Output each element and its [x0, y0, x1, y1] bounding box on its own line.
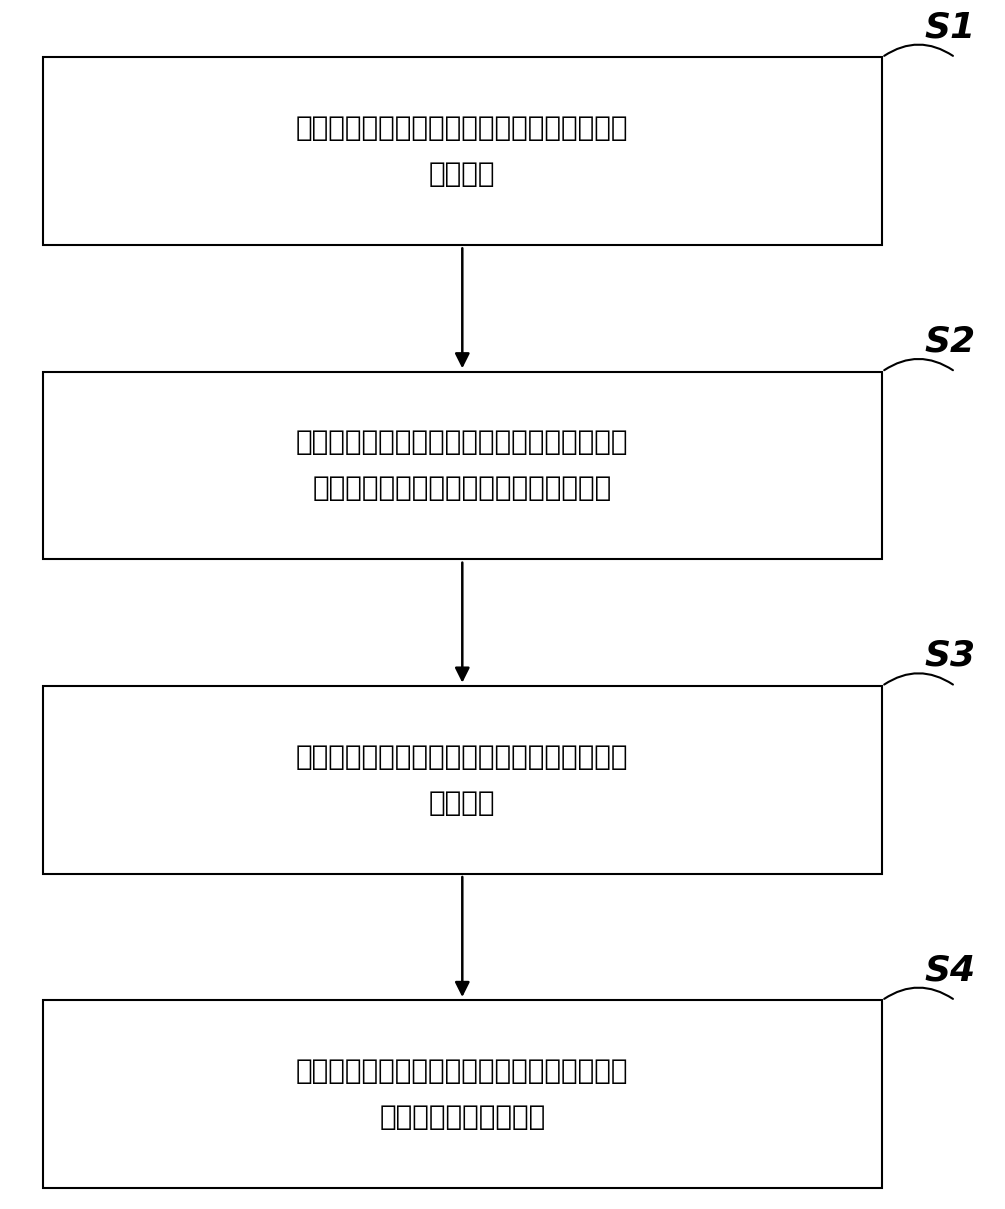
Bar	[43, 372, 882, 559]
Text: 定位数据: 定位数据	[429, 788, 495, 817]
Text: 当所述车辆处于行驶状态时，根据所述定位数: 当所述车辆处于行驶状态时，根据所述定位数	[296, 428, 628, 457]
Text: 行驶状态: 行驶状态	[429, 160, 495, 189]
Text: S3: S3	[925, 638, 976, 673]
Text: S2: S2	[925, 324, 976, 359]
Text: 据判断所述车辆的行驶状态是否存在异常: 据判断所述车辆的行驶状态是否存在异常	[313, 474, 612, 503]
Bar	[43, 1001, 882, 1187]
Text: 定位数据发送给服务器: 定位数据发送给服务器	[379, 1103, 546, 1132]
Bar	[43, 687, 882, 873]
Text: S1: S1	[925, 10, 976, 45]
Bar	[43, 57, 882, 244]
Text: 接收车辆的定位数据并检测所述车辆是否处于: 接收车辆的定位数据并检测所述车辆是否处于	[296, 114, 628, 143]
Text: 当所述车辆的行驶状态存在异常时，过滤所述: 当所述车辆的行驶状态存在异常时，过滤所述	[296, 742, 628, 771]
Text: S4: S4	[925, 953, 976, 988]
Text: 当所述车辆的行驶状态未存在异常时，将所述: 当所述车辆的行驶状态未存在异常时，将所述	[296, 1057, 628, 1086]
